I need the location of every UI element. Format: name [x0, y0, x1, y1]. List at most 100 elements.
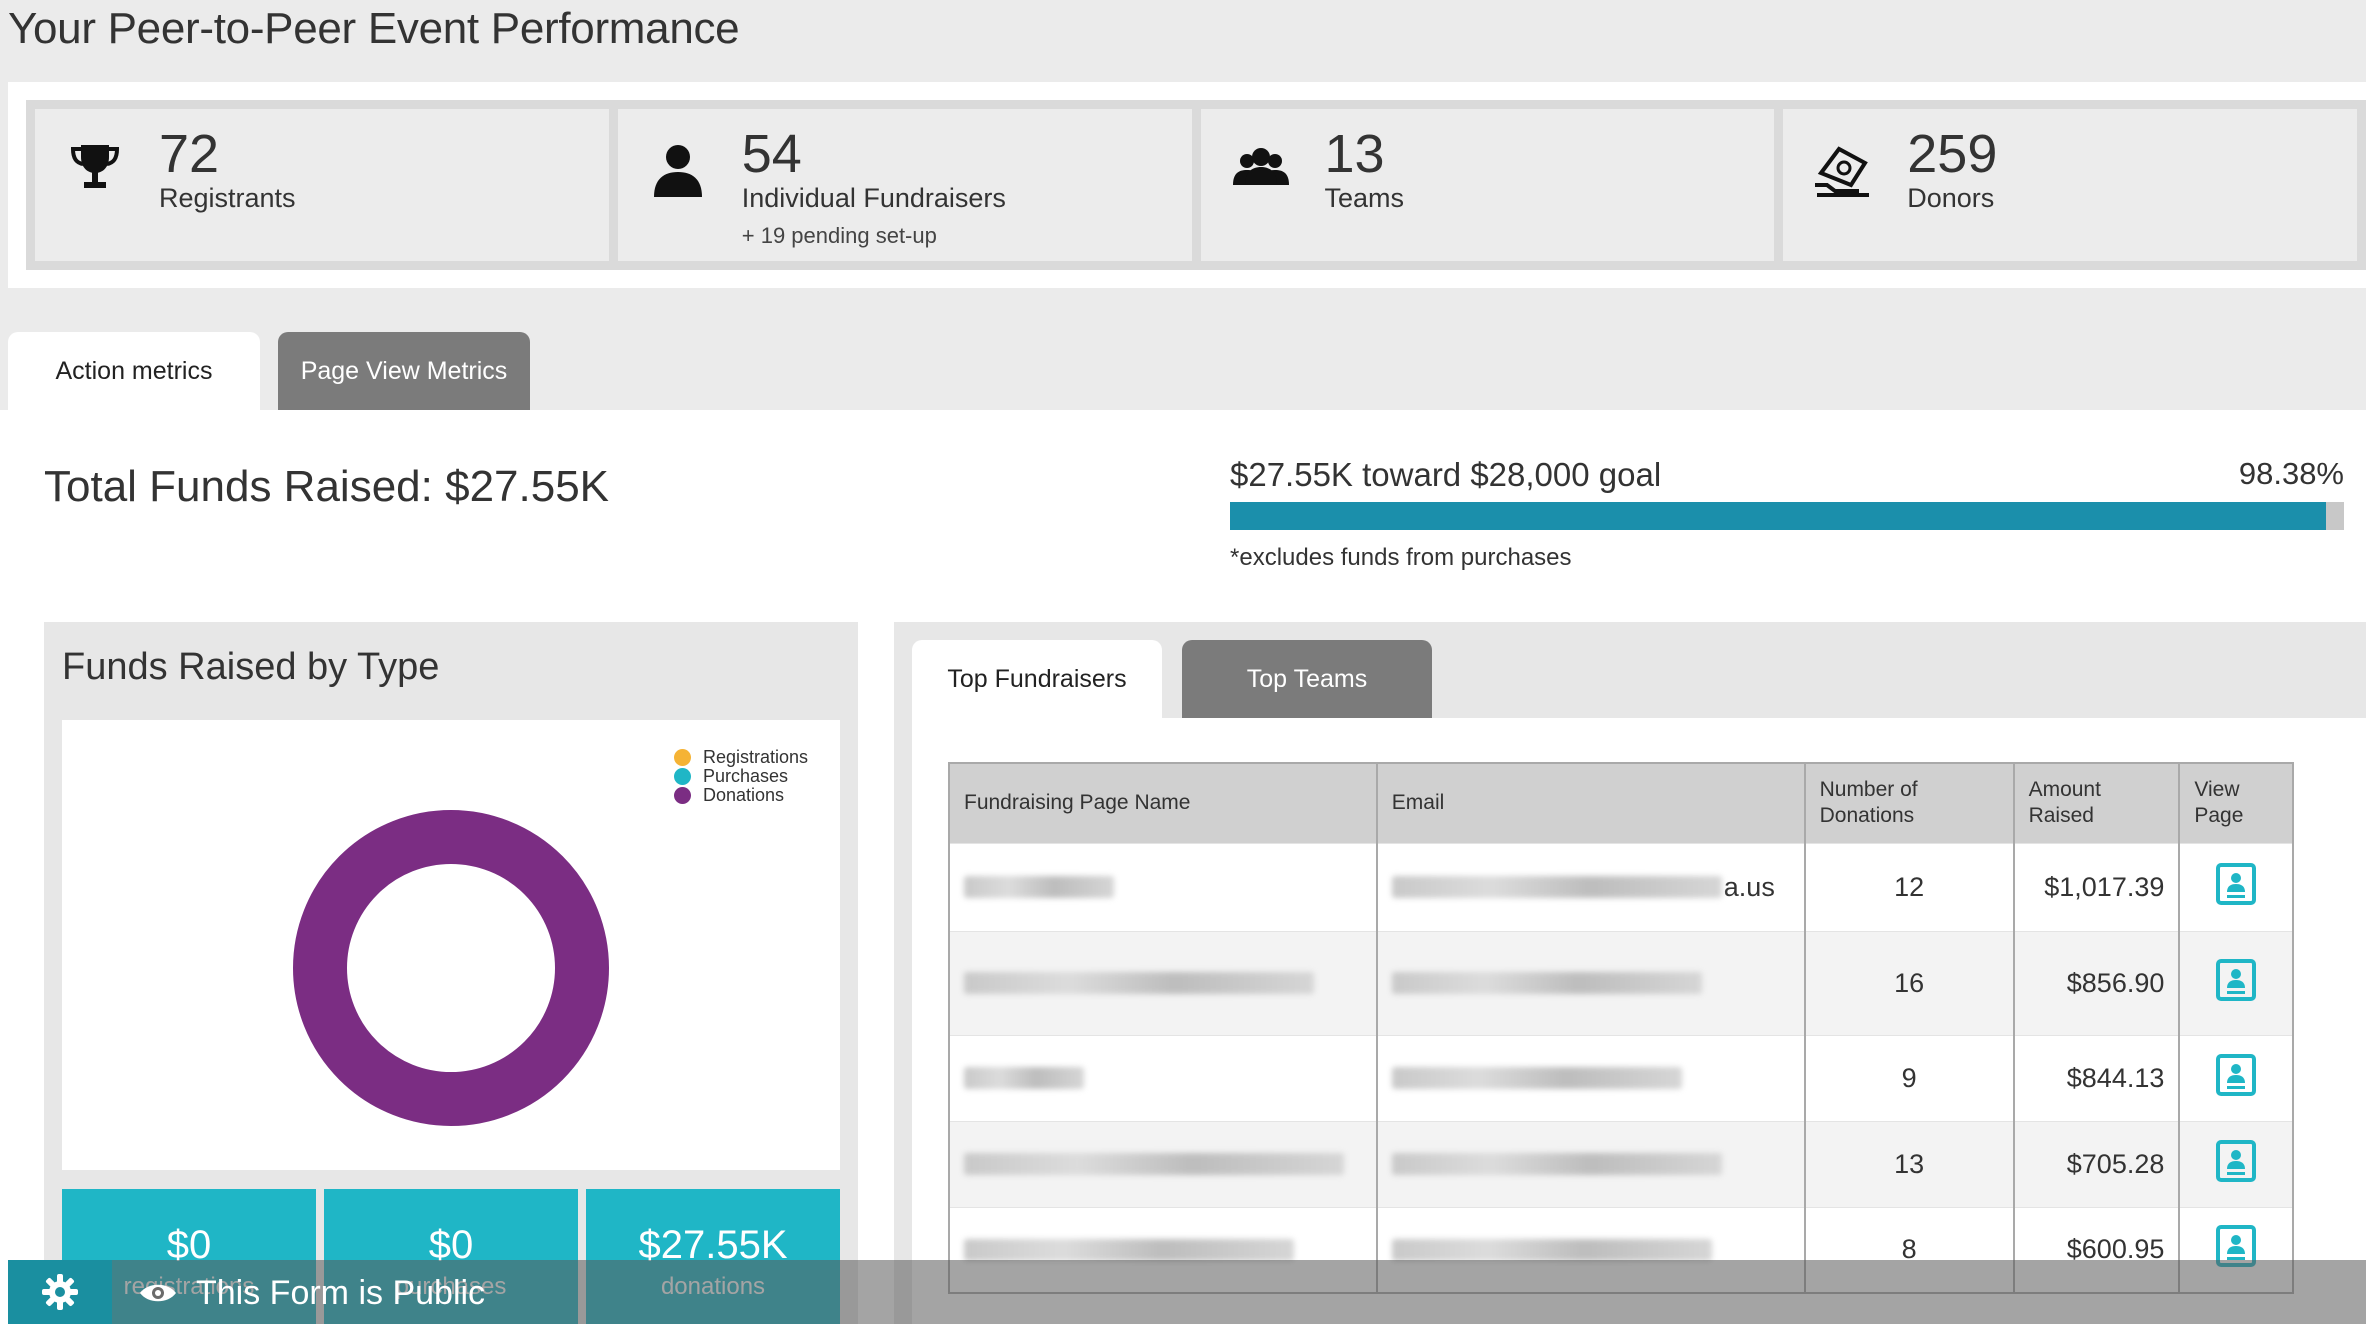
form-visibility-text: This Form is Public — [196, 1274, 486, 1312]
page-name-cell — [949, 1034, 1378, 1121]
settings-button[interactable] — [8, 1260, 112, 1324]
legend-dot — [673, 749, 691, 766]
view-page-cell — [2179, 1034, 2294, 1121]
goal-progress-fill — [1230, 502, 2326, 530]
page-name-cell — [949, 1120, 1378, 1207]
table-row: 16 $856.90 — [949, 930, 2294, 1035]
legend-label: Donations — [702, 785, 785, 805]
view-page-button[interactable] — [2215, 958, 2257, 1002]
tile-value: $0 — [166, 1223, 212, 1267]
tab-action-metrics[interactable]: Action metrics — [8, 332, 260, 410]
stat-label: Registrants — [159, 183, 296, 213]
top-fundraisers-table: Fundraising Page Name Email Number of Do… — [948, 762, 2294, 1294]
email-cell — [1376, 1120, 1806, 1207]
stat-label: Teams — [1324, 183, 1405, 213]
view-page-cell — [2179, 842, 2294, 931]
legend-label: Registrations — [702, 747, 808, 767]
funds-donut-chart: Registrations Purchases Donations — [62, 720, 840, 1170]
group-icon — [1232, 148, 1289, 185]
amount-raised: $844.13 — [2013, 1034, 2181, 1121]
tile-value: $0 — [428, 1223, 474, 1267]
trophy-icon — [70, 145, 120, 188]
redacted-page-name — [964, 972, 1314, 994]
funds-by-type-title: Funds Raised by Type — [62, 646, 440, 688]
view-page-icon — [2216, 1053, 2257, 1096]
stat-value: 54 — [741, 124, 802, 184]
legend-dot — [673, 787, 691, 804]
redacted-email — [1391, 876, 1722, 898]
person-icon — [653, 145, 702, 197]
view-page-icon — [2216, 958, 2257, 1001]
donation-hand-icon — [1815, 146, 1870, 197]
top-performers-card: Top Fundraisers Top Teams Fundraising Pa… — [894, 622, 2366, 1324]
redacted-email — [1391, 1067, 1682, 1089]
legend-dot — [673, 768, 691, 785]
table-body: a.us 12 $1,017.39 16 $856.90 — [949, 842, 2294, 1293]
legend-item-purchases[interactable]: Purchases — [673, 766, 808, 786]
col-header-amount[interactable]: Amount Raised — [2013, 763, 2181, 843]
amount-raised: $856.90 — [2013, 930, 2181, 1035]
stat-label: Donors — [1907, 183, 1995, 213]
redacted-email — [1391, 1238, 1712, 1261]
legend-label: Purchases — [702, 766, 788, 786]
metrics-panel: Total Funds Raised: $27.55K $27.55K towa… — [0, 410, 2366, 1324]
page-name-cell — [949, 842, 1378, 931]
total-funds-raised: Total Funds Raised: $27.55K — [44, 462, 610, 511]
view-page-button[interactable] — [2215, 1139, 2257, 1183]
table-row: a.us 12 $1,017.39 — [949, 842, 2294, 931]
table-header-row: Fundraising Page Name Email Number of Do… — [949, 763, 2294, 843]
legend-item-donations[interactable]: Donations — [673, 785, 808, 805]
col-header-donations[interactable]: Number of Donations — [1804, 763, 2015, 843]
tab-top-fundraisers[interactable]: Top Fundraisers — [912, 640, 1162, 718]
stat-card-registrants: 72 Registrants — [35, 109, 609, 261]
page-name-cell — [949, 930, 1378, 1035]
redacted-email — [1391, 972, 1702, 994]
stat-card-fundraisers: 54 Individual Fundraisers + 19 pending s… — [617, 109, 1192, 261]
col-header-view[interactable]: View Page — [2179, 763, 2294, 843]
email-cell — [1376, 930, 1806, 1035]
email-cell: a.us — [1376, 842, 1806, 931]
goal-percentage: 98.38% — [2238, 456, 2344, 491]
funds-by-type-card: Funds Raised by Type Registrations Purch… — [44, 622, 858, 1324]
amount-raised: $1,017.39 — [2013, 842, 2181, 931]
email-cell-content: a.us — [1391, 872, 1790, 903]
tab-top-teams[interactable]: Top Teams — [1182, 640, 1432, 718]
view-page-button[interactable] — [2215, 862, 2257, 906]
col-header-email[interactable]: Email — [1376, 763, 1806, 843]
top-fundraisers-panel: Fundraising Page Name Email Number of Do… — [912, 718, 2366, 1324]
page-title: Your Peer-to-Peer Event Performance — [8, 4, 740, 53]
stat-pending-note: + 19 pending set-up — [741, 223, 937, 248]
stat-label: Individual Fundraisers — [741, 183, 1006, 213]
legend-item-registrations[interactable]: Registrations — [673, 747, 808, 767]
gear-icon — [42, 1274, 78, 1310]
donut-chart-svg — [293, 810, 609, 1126]
email-cell — [1376, 1034, 1806, 1121]
redacted-email — [1391, 1153, 1722, 1175]
donations-count: 9 — [1804, 1034, 2015, 1121]
redacted-page-name — [964, 1067, 1084, 1089]
tab-page-view-metrics[interactable]: Page View Metrics — [278, 332, 530, 410]
table-row: 13 $705.28 — [949, 1120, 2294, 1207]
view-page-icon — [2216, 1139, 2257, 1182]
donations-count: 13 — [1804, 1120, 2015, 1207]
view-page-cell — [2179, 1120, 2294, 1207]
redacted-page-name — [964, 876, 1114, 898]
chart-legend: Registrations Purchases Donations — [673, 747, 808, 805]
col-header-page-name[interactable]: Fundraising Page Name — [949, 763, 1378, 843]
view-page-button[interactable] — [2215, 1053, 2257, 1097]
view-page-icon — [2216, 862, 2257, 905]
metrics-tabs: Action metrics Page View Metrics — [0, 332, 2366, 410]
goal-progress-text: $27.55K toward $28,000 goal — [1230, 456, 1662, 493]
stat-value: 259 — [1907, 124, 1998, 184]
goal-progress-bar — [1230, 502, 2344, 530]
redacted-page-name — [964, 1238, 1294, 1261]
stats-strip: 72 Registrants 54 Individual Fundraisers… — [8, 82, 2366, 288]
donations-count: 12 — [1804, 842, 2015, 931]
goal-note: *excludes funds from purchases — [1230, 544, 1572, 571]
stat-value: 13 — [1324, 124, 1385, 184]
form-visibility-bar: This Form is Public — [8, 1260, 2366, 1324]
view-page-cell — [2179, 930, 2294, 1035]
stat-card-teams: 13 Teams — [1200, 109, 1775, 261]
donut-slice-donations[interactable] — [293, 810, 609, 1126]
stat-value: 72 — [159, 124, 220, 184]
